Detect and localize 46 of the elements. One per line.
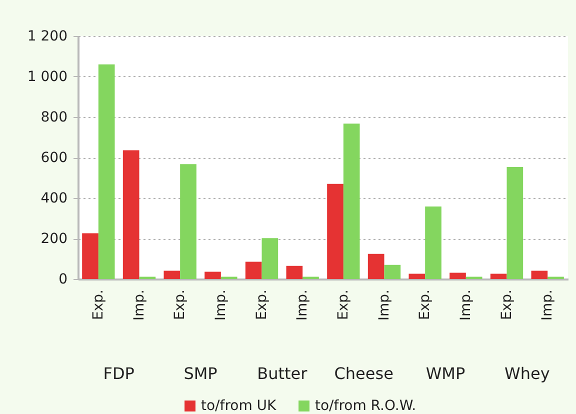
- bar: [450, 272, 466, 279]
- x-tick-label: Exp.: [417, 290, 434, 320]
- bar: [384, 264, 401, 279]
- x-tick-label: Imp.: [458, 290, 474, 321]
- bar: [343, 124, 360, 279]
- bar: [327, 184, 344, 279]
- bar: [286, 266, 303, 279]
- bar: [368, 254, 384, 279]
- bar: [506, 167, 524, 279]
- y-tick-label: 1 200: [27, 28, 68, 44]
- y-tick-label: 1 000: [27, 69, 68, 85]
- bar: [82, 233, 98, 279]
- bar: [164, 270, 180, 279]
- y-tick-label: 0: [58, 272, 68, 288]
- bar: [425, 206, 442, 279]
- bar: [531, 270, 548, 279]
- x-tick-label: Exp.: [254, 290, 270, 320]
- y-tick-label: 800: [40, 110, 68, 126]
- x-tick-label: Imp.: [376, 290, 392, 321]
- bar: [98, 64, 115, 279]
- bar: [204, 272, 221, 279]
- x-tick-label: Exp.: [498, 290, 515, 320]
- text: Whey: [504, 364, 550, 383]
- x-tick-label: Imp.: [131, 290, 148, 321]
- x-tick-label: Imp.: [540, 290, 556, 321]
- text: SMP: [184, 364, 218, 383]
- y-tick-label: 400: [40, 190, 68, 206]
- text: FDP: [103, 364, 135, 383]
- bar: [180, 164, 196, 279]
- legend-label: to/from R.O.W.: [315, 398, 416, 414]
- x-tick-label: Exp.: [335, 290, 352, 320]
- x-tick-label: Exp.: [90, 290, 106, 320]
- bar: [490, 274, 507, 279]
- text: Cheese: [334, 364, 394, 383]
- text: Butter: [257, 364, 308, 383]
- bar: [122, 150, 140, 279]
- x-tick-label: Imp.: [294, 290, 311, 321]
- y-tick-label: 600: [40, 150, 68, 166]
- bar: [245, 262, 262, 279]
- x-tick-label: Imp.: [212, 290, 229, 321]
- bar: [408, 274, 426, 279]
- x-tick-label: Exp.: [172, 290, 188, 320]
- bar: [262, 238, 278, 279]
- y-tick-label: 200: [40, 231, 68, 247]
- legend-label: to/from UK: [201, 398, 278, 414]
- text: WMP: [426, 364, 466, 383]
